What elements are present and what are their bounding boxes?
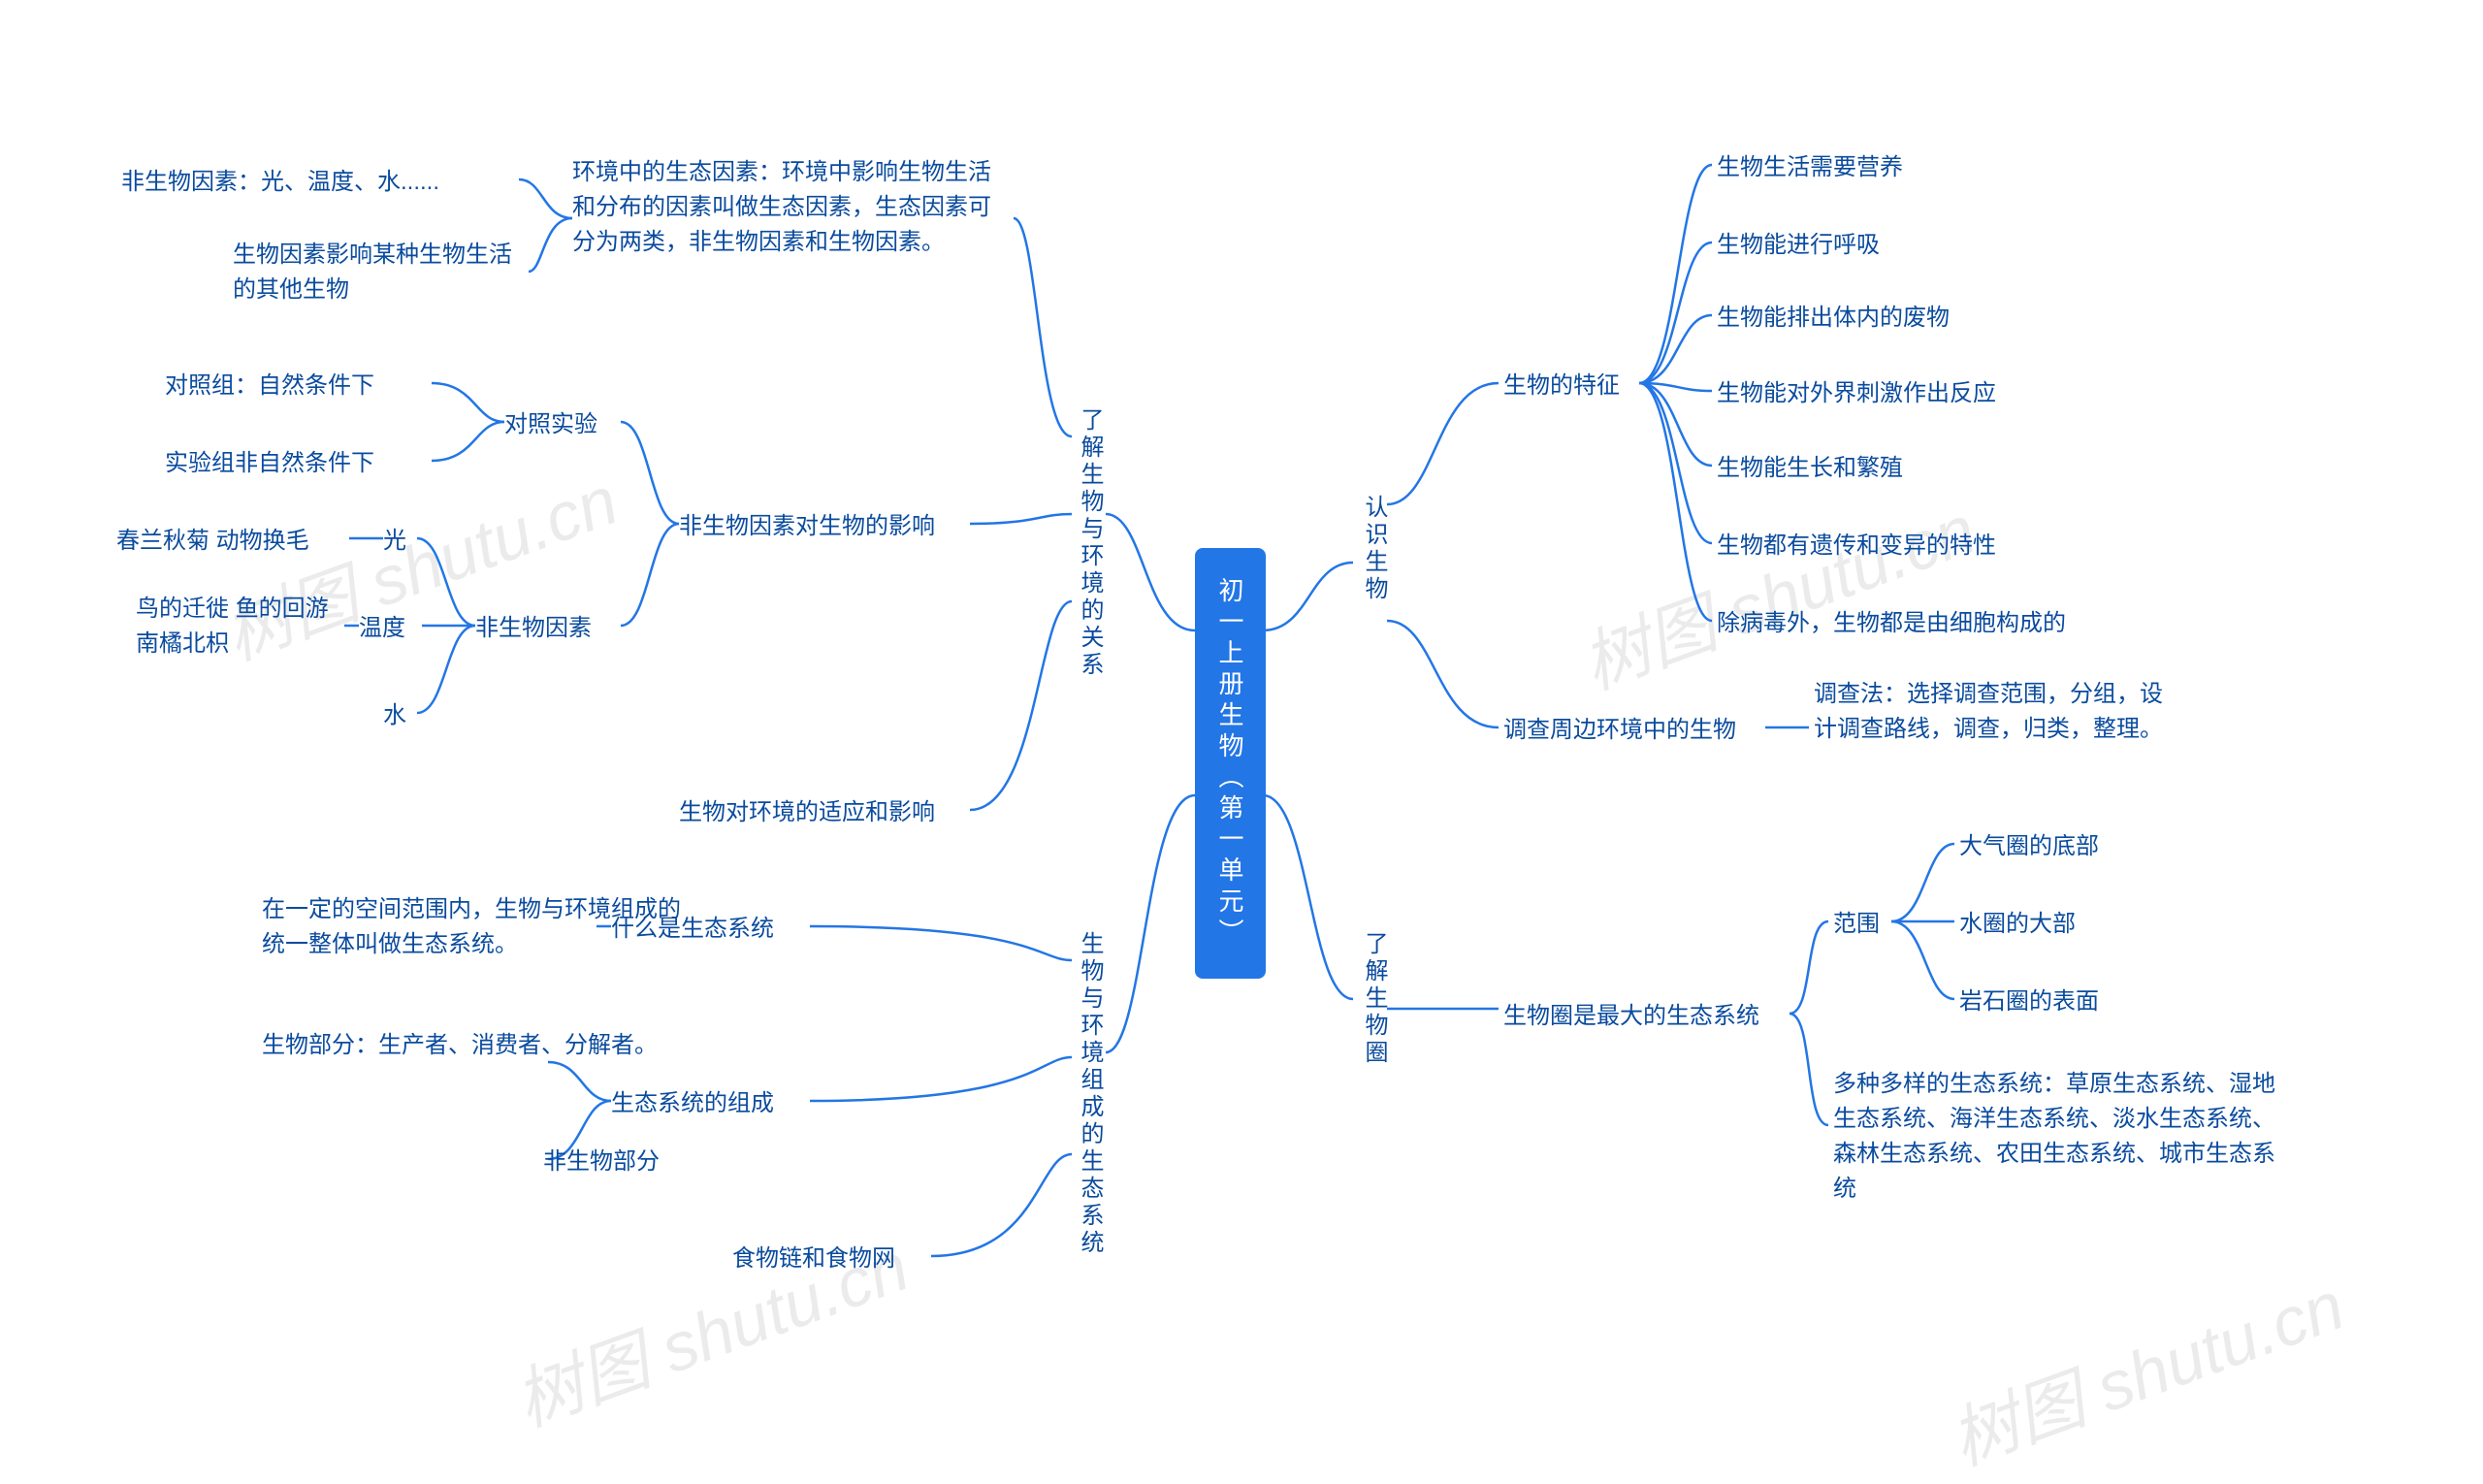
node-r1: 认识生物: [1356, 495, 1391, 603]
node-l1b2b: 温度: [359, 611, 405, 646]
node-l1b2c: 水: [383, 698, 406, 733]
node-r1b: 调查周边环境中的生物: [1503, 713, 1736, 748]
watermark: 树图 shutu.cn: [1936, 1252, 2356, 1484]
node-l1b2: 非生物因素: [475, 611, 592, 646]
node-r2a2: 多种多样的生态系统：草原生态系统、湿地生态系统、海洋生态系统、淡水生态系统、森林…: [1833, 1067, 2279, 1207]
node-r1b1: 调查法：选择调查范围，分组，设计调查路线，调查，归类，整理。: [1814, 677, 2163, 747]
node-l2b: 生态系统的组成: [611, 1086, 774, 1121]
node-r1a3: 生物能排出体内的废物: [1717, 301, 1950, 336]
node-l1a2: 生物因素影响某种生物生活的其他生物: [233, 238, 524, 307]
node-r1a1: 生物生活需要营养: [1717, 150, 1903, 185]
node-l1: 了解生物与环境的关系: [1072, 407, 1107, 679]
node-l2c: 食物链和食物网: [732, 1242, 895, 1276]
node-r2a1a: 大气圈的底部: [1959, 829, 2099, 864]
node-l1b1b: 实验组非自然条件下: [165, 446, 374, 481]
node-r1a5: 生物能生长和繁殖: [1717, 451, 1903, 486]
node-l1b2a1: 春兰秋菊 动物换毛: [116, 524, 309, 559]
node-l1b1: 对照实验: [504, 407, 597, 442]
node-r1a: 生物的特征: [1503, 369, 1620, 403]
node-r1a7: 除病毒外，生物都是由细胞构成的: [1717, 606, 2066, 641]
root-node: 初一上册生物（第一单元）: [1195, 548, 1266, 979]
watermark: 树图 shutu.cn: [1567, 476, 1987, 709]
node-r2a: 生物圈是最大的生态系统: [1503, 999, 1759, 1034]
node-r2a1c: 岩石圈的表面: [1959, 984, 2099, 1019]
node-l1b2a: 光: [383, 524, 406, 559]
node-l1b1a: 对照组：自然条件下: [165, 369, 374, 403]
node-r2a1b: 水圈的大部: [1959, 907, 2076, 942]
node-r1a2: 生物能进行呼吸: [1717, 228, 1880, 263]
node-l1c: 生物对环境的适应和影响: [679, 795, 935, 830]
node-l2b1: 生物部分：生产者、消费者、分解者。: [262, 1028, 689, 1063]
node-l2a1: 在一定的空间范围内，生物与环境组成的统一整体叫做生态系统。: [262, 892, 689, 962]
node-l2b2: 非生物部分: [543, 1145, 660, 1179]
node-r2a1: 范围: [1833, 907, 1880, 942]
node-l1a1: 非生物因素：光、温度、水......: [121, 165, 439, 200]
node-l1b2b1: 鸟的迁徙 鱼的回游 南橘北枳: [136, 592, 339, 661]
node-l1b: 非生物因素对生物的影响: [679, 509, 935, 544]
node-r2: 了解生物圈: [1356, 931, 1391, 1067]
node-l2: 生物与环境组成的生态系统: [1072, 931, 1107, 1257]
node-l1a: 环境中的生态因素：环境中影响生物生活和分布的因素叫做生态因素，生态因素可分为两类…: [572, 155, 1009, 260]
node-r1a6: 生物都有遗传和变异的特性: [1717, 529, 1996, 564]
node-r1a4: 生物能对外界刺激作出反应: [1717, 376, 1996, 411]
